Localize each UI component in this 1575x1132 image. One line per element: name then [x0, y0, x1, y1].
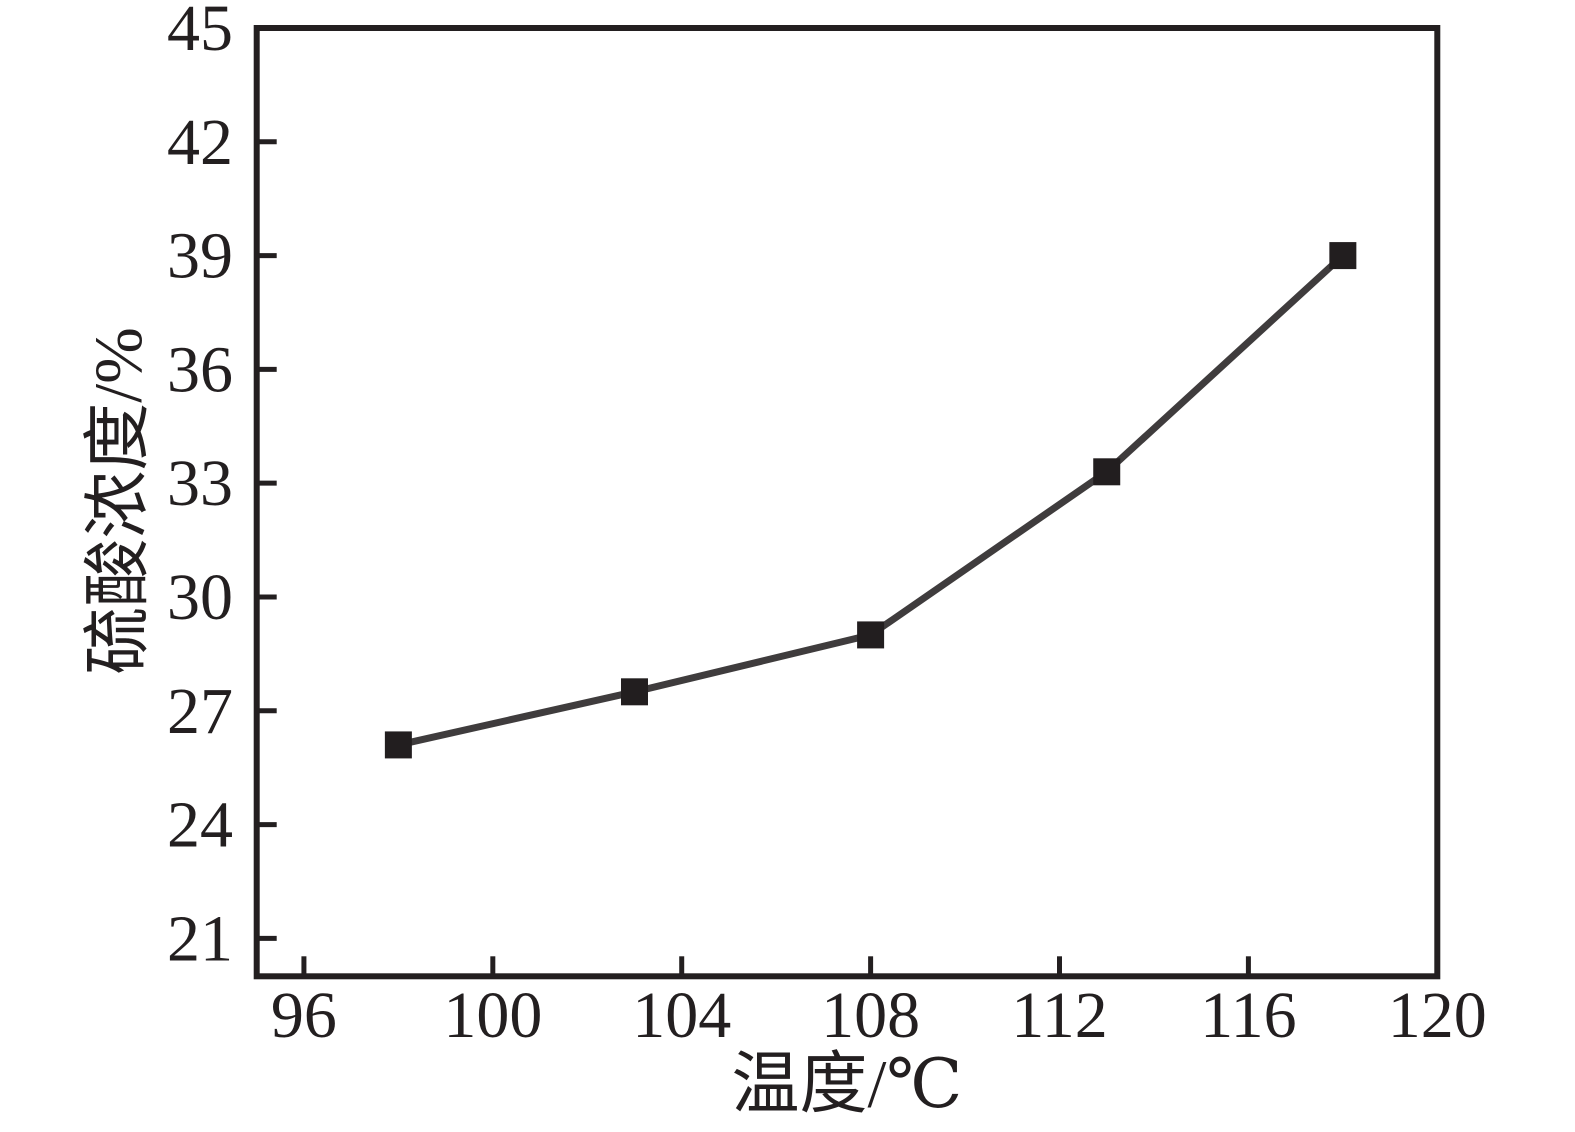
x-tick-label: 108 — [821, 979, 920, 1052]
x-tick-label: 112 — [1011, 979, 1108, 1052]
data-series-line — [397, 253, 1346, 749]
y-tick-label: 33 — [167, 447, 233, 520]
data-point-marker — [1329, 242, 1357, 270]
x-tick-label: 96 — [271, 979, 337, 1052]
y-tick-label: 42 — [167, 106, 233, 179]
plot-frame — [253, 25, 1441, 980]
data-point-marker — [1093, 458, 1121, 486]
x-axis-title: 温度/℃ — [731, 1046, 963, 1122]
x-tick-label: 116 — [1200, 979, 1297, 1052]
y-tick-label: 27 — [167, 675, 233, 748]
y-tick-label: 45 — [167, 0, 233, 65]
y-tick-label: 21 — [167, 902, 233, 975]
x-tick-label: 100 — [443, 979, 542, 1052]
x-tick-label: 120 — [1388, 979, 1487, 1052]
x-tick-label: 104 — [632, 979, 731, 1052]
y-axis-title: 硫酸浓度/% — [80, 327, 156, 675]
data-point-marker — [857, 621, 885, 649]
y-tick-label: 39 — [167, 220, 233, 293]
data-point-marker — [384, 731, 412, 759]
y-tick-label: 30 — [167, 561, 233, 634]
data-point-marker — [620, 678, 648, 706]
y-tick-label: 24 — [167, 789, 233, 862]
y-tick-label: 36 — [167, 333, 233, 406]
